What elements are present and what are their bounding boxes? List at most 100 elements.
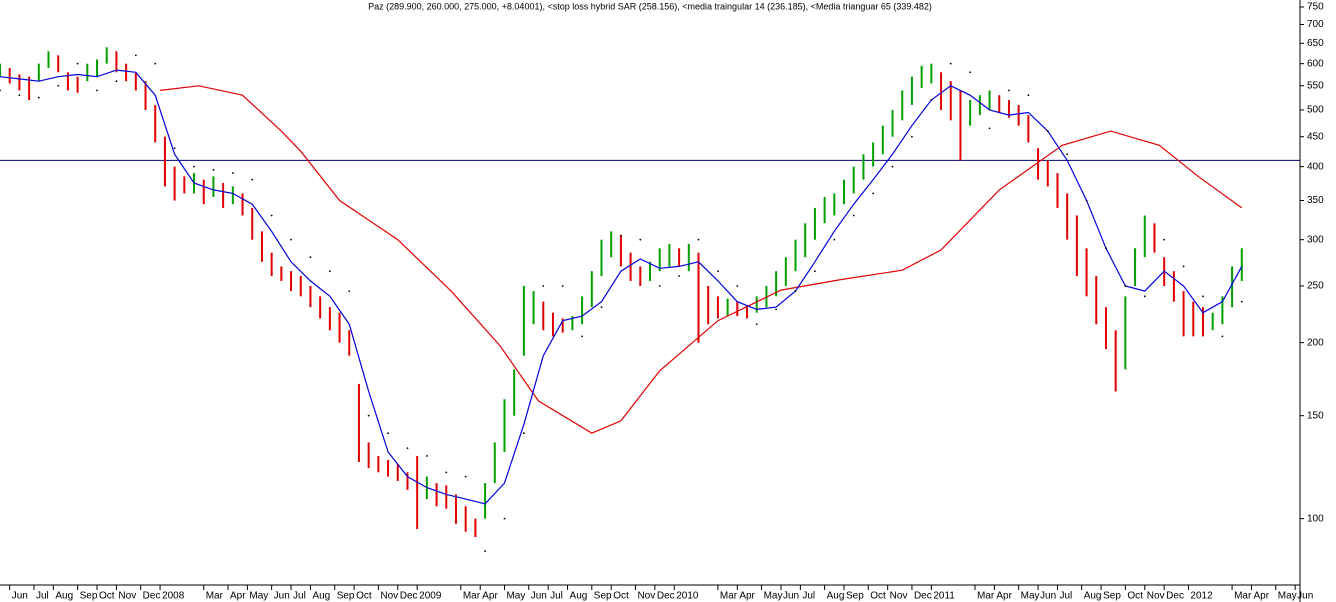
sar-dot	[251, 178, 254, 181]
price-bar	[57, 55, 60, 73]
price-bar	[96, 59, 99, 77]
x-tick-label: Mar	[463, 591, 481, 602]
x-tick-label: Oct	[99, 591, 115, 602]
moving-average-14	[0, 69, 1243, 505]
price-bar	[532, 291, 535, 325]
x-tick-label: Nov	[118, 591, 136, 602]
x-tick-label: Nov	[637, 591, 655, 602]
price-bar	[270, 252, 273, 277]
price-bar	[1056, 173, 1059, 208]
price-bar	[843, 179, 846, 205]
price-bar	[183, 176, 186, 194]
price-bar	[144, 81, 147, 110]
sar-dot	[115, 80, 118, 83]
price-bar	[639, 266, 642, 286]
sar-dot	[445, 471, 448, 474]
x-tick-label: Dec	[657, 591, 675, 602]
sar-dot	[891, 165, 894, 168]
price-bar	[920, 65, 923, 89]
price-bar	[115, 51, 118, 73]
x-tick-label: May	[764, 591, 783, 602]
price-bar	[794, 239, 797, 272]
price-bar	[503, 399, 506, 453]
x-tick-label: Jul	[293, 591, 306, 602]
price-bar	[649, 261, 651, 281]
price-bar	[1231, 266, 1234, 308]
sar-dot	[522, 432, 525, 435]
sar-dot	[212, 168, 215, 171]
price-bar	[823, 196, 826, 224]
x-tick-label: Oct	[870, 591, 886, 602]
sar-dot	[717, 270, 719, 273]
x-tick-label: Apr	[230, 591, 246, 602]
price-bar	[435, 483, 438, 507]
x-tick-label: Jun	[531, 591, 547, 602]
price-bar	[1104, 307, 1107, 350]
price-bar	[328, 307, 331, 331]
sar-dot	[814, 270, 816, 273]
x-tick-label: Jul	[1059, 591, 1072, 602]
price-bar	[105, 47, 108, 64]
sar-dot	[406, 447, 409, 450]
sar-dot	[309, 256, 312, 259]
y-tick-label: 450	[1307, 131, 1324, 142]
sar-dot	[96, 89, 98, 92]
sar-dot	[290, 238, 292, 241]
sar-dot	[0, 89, 1, 92]
price-bar	[658, 248, 661, 272]
price-bar	[1124, 296, 1127, 370]
price-bar	[784, 257, 787, 286]
price-bar	[251, 207, 254, 240]
sar-dot	[425, 455, 428, 457]
x-tick-label: Dec	[400, 591, 418, 602]
price-bar	[0, 63, 1, 77]
price-bar	[590, 271, 593, 308]
sar-dot	[911, 135, 913, 138]
price-bar	[833, 193, 836, 216]
x-tick-label: 2011	[933, 591, 955, 602]
price-bar	[891, 109, 894, 137]
sar-dot	[348, 290, 351, 293]
price-bar	[940, 72, 943, 110]
x-tick-label: Nov	[1147, 591, 1165, 602]
x-tick-label: May	[1021, 591, 1040, 602]
price-bar	[1143, 215, 1146, 258]
x-tick-label: 2012	[1190, 591, 1213, 602]
price-bar	[1017, 104, 1020, 126]
chart-title: Paz (289.900, 260.000, 275.000, +8.04001…	[368, 1, 932, 11]
sar-dot	[231, 172, 234, 174]
x-tick-label: Apr	[996, 591, 1012, 602]
sar-dot	[852, 214, 855, 217]
sar-dot	[37, 96, 40, 99]
price-bar	[241, 193, 244, 216]
moving-average-65	[160, 85, 1243, 434]
x-tick-label: Apr	[482, 591, 498, 602]
x-tick-label: Mar	[977, 591, 995, 602]
price-bar	[998, 95, 1001, 113]
price-bar	[988, 90, 991, 110]
sar-dot	[1163, 238, 1166, 241]
sar-dot	[872, 192, 875, 195]
sar-dot	[154, 62, 157, 65]
x-tick-label: 2010	[676, 591, 699, 602]
price-bar	[881, 125, 884, 155]
price-bar	[1134, 248, 1137, 286]
sar-dot	[639, 238, 642, 241]
price-bar	[561, 318, 564, 333]
price-bar	[930, 63, 933, 84]
price-bar	[949, 81, 952, 121]
y-tick-label: 300	[1307, 234, 1324, 245]
price-bar	[1027, 115, 1030, 143]
price-bar	[581, 296, 584, 325]
price-bar	[406, 472, 409, 490]
price-bar	[1192, 301, 1195, 337]
x-tick-label: Dec	[914, 591, 932, 602]
price-bar	[86, 63, 89, 82]
sar-dot	[387, 432, 389, 435]
sar-dot	[1046, 130, 1049, 133]
sar-dot	[1240, 300, 1243, 303]
x-tick-label: Oct	[1127, 591, 1143, 602]
price-bar	[299, 276, 302, 297]
price-bar	[338, 312, 341, 343]
sar-dot	[755, 323, 758, 326]
